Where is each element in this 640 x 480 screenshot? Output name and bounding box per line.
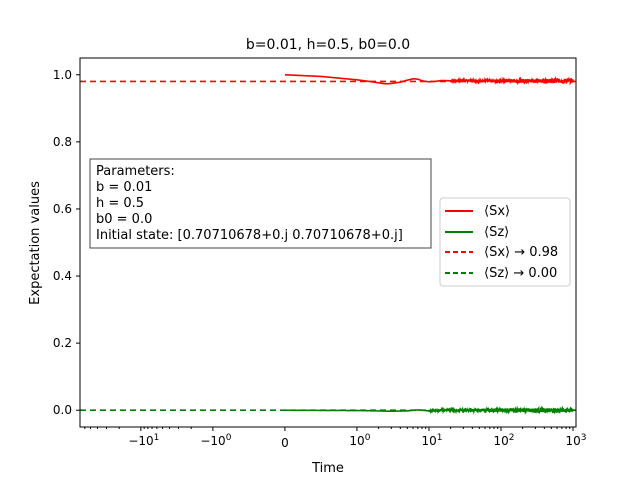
x-tick-label: 100 [349, 433, 370, 448]
plot-area [80, 73, 576, 415]
parameters-annotation: Parameters: b = 0.01 h = 0.5 b0 = 0.0 In… [89, 158, 432, 249]
axes-frame [79, 57, 577, 428]
parameters-line: h = 0.5 [96, 196, 144, 211]
x-tick-label: −100 [200, 433, 231, 448]
parameters-box [89, 158, 432, 249]
x-tick-label: 102 [493, 433, 514, 448]
y-tick-label: 0.2 [53, 336, 72, 350]
x-tick-label: 103 [566, 433, 587, 448]
series-line-sx [284, 73, 574, 86]
y-axis: 0.0 0.2 0.4 0.6 0.8 1.0 [53, 68, 80, 417]
x-axis-label: Time [311, 461, 344, 476]
legend-label-sz-limit: ⟨Sz⟩ → 0.00 [484, 266, 557, 281]
y-tick-label: 0.6 [53, 202, 72, 216]
x-axis: −101 −100 0 100 101 102 103 [84, 427, 587, 450]
y-tick-label: 0.0 [53, 403, 72, 417]
series-line-sz [284, 405, 574, 415]
legend-label-sx: ⟨Sx⟩ [484, 204, 510, 219]
parameters-line: Initial state: [0.70710678+0.j 0.7071067… [96, 228, 403, 243]
legend: ⟨Sx⟩ ⟨Sz⟩ ⟨Sx⟩ → 0.98 ⟨Sz⟩ → 0.00 [439, 197, 571, 287]
y-tick-label: 0.4 [53, 269, 72, 283]
y-axis-label: Expectation values [28, 181, 43, 305]
parameters-line: b0 = 0.0 [96, 212, 152, 227]
x-tick-label: 101 [421, 433, 442, 448]
legend-label-sx-limit: ⟨Sx⟩ → 0.98 [484, 245, 558, 260]
chart-title: b=0.01, h=0.5, b0=0.0 [246, 37, 410, 53]
y-tick-label: 0.8 [53, 135, 72, 149]
x-tick-label: −101 [128, 433, 159, 448]
x-tick-label: 0 [281, 436, 289, 450]
legend-label-sz: ⟨Sz⟩ [484, 225, 509, 240]
parameters-line: b = 0.01 [96, 180, 152, 195]
y-tick-label: 1.0 [53, 68, 72, 82]
legend-box [439, 197, 571, 287]
parameters-line: Parameters: [96, 164, 175, 179]
